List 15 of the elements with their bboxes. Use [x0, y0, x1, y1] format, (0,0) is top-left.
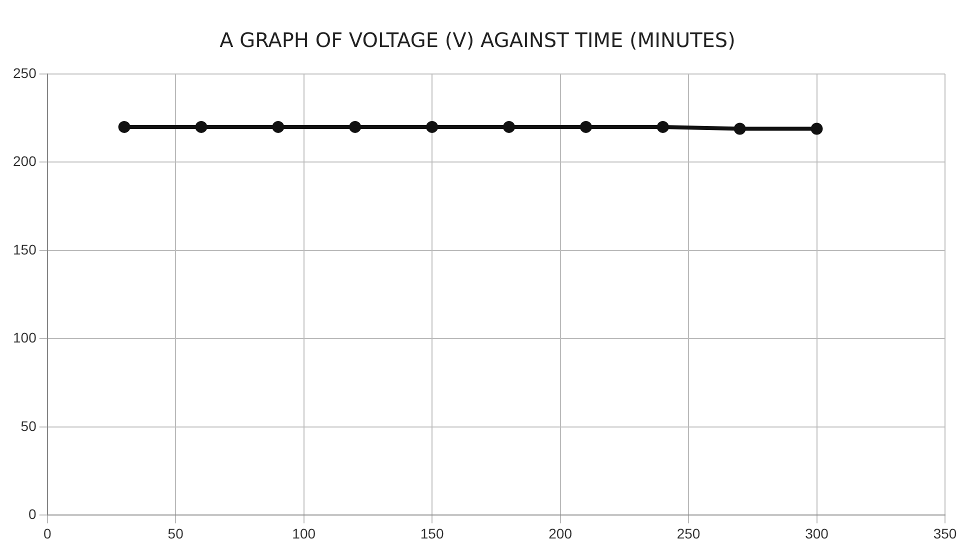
x-tick-label: 250 — [676, 525, 700, 542]
x-tick-label: 200 — [548, 525, 572, 542]
y-tick-label: 50 — [20, 418, 37, 434]
y-tick-label: 100 — [13, 330, 37, 346]
x-tick-label: 50 — [168, 525, 184, 542]
y-tick-label: 200 — [13, 153, 37, 170]
x-tick-label: 300 — [805, 525, 829, 542]
x-tick-label: 350 — [933, 525, 957, 542]
chart-title: A GRAPH OF VOLTAGE (V) AGAINST TIME (MINUTES) — [220, 28, 736, 52]
y-tick-label: 0 — [28, 506, 37, 522]
x-tick-label: 150 — [420, 525, 444, 542]
x-tick-label: 100 — [292, 525, 316, 542]
y-tick-label: 250 — [13, 64, 37, 81]
x-tick-label: 0 — [43, 525, 52, 542]
y-tick-label: 150 — [13, 241, 37, 258]
